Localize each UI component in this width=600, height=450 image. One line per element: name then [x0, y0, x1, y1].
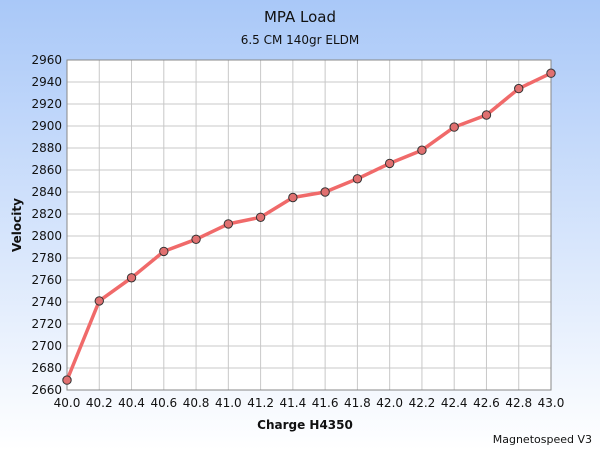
data-point	[449, 122, 459, 132]
chart-subtitle: 6.5 CM 140gr ELDM	[240, 33, 360, 47]
x-tick-label: 42.0	[376, 396, 403, 410]
x-tick-label: 43.0	[538, 396, 565, 410]
y-tick-label: 2660	[31, 383, 62, 397]
data-point	[288, 192, 298, 203]
x-tick-label: 41.4	[280, 396, 307, 410]
data-point	[255, 212, 266, 223]
plot-border	[66, 59, 552, 391]
series-line	[65, 71, 553, 382]
x-tick-label: 42.6	[473, 396, 500, 410]
x-tick-label: 41.6	[312, 396, 339, 410]
y-tick-label: 2920	[31, 97, 62, 111]
y-tick-label: 2880	[31, 141, 62, 155]
y-tick-label: 2820	[31, 207, 62, 221]
y-tick-label: 2960	[31, 53, 62, 67]
data-point	[223, 219, 234, 229]
y-tick-label: 2760	[31, 273, 62, 287]
x-axis-label: Charge H4350	[257, 418, 353, 432]
x-tick-label: 42.8	[505, 396, 532, 410]
y-tick-label: 2940	[31, 75, 62, 89]
y-tick-label: 2900	[31, 119, 62, 133]
y-tick-label: 2740	[31, 295, 62, 309]
y-tick-label: 2700	[31, 339, 62, 353]
x-tick-label: 41.2	[247, 396, 274, 410]
data-point	[384, 158, 395, 169]
x-tick-label: 40.4	[118, 396, 145, 410]
data-point	[94, 296, 104, 306]
y-tick-label: 2800	[31, 229, 62, 243]
data-point	[546, 68, 556, 78]
data-point	[352, 174, 363, 184]
x-tick-label: 40.6	[150, 396, 177, 410]
data-point	[62, 375, 72, 385]
y-tick-label: 2840	[31, 185, 62, 199]
plot-area	[67, 60, 551, 390]
x-tick-label: 41.8	[344, 396, 371, 410]
data-point	[320, 187, 330, 197]
x-tick-label: 40.0	[54, 396, 81, 410]
footer-note: Magnetospeed V3	[492, 433, 592, 446]
data-point	[191, 234, 201, 245]
x-tick-label: 40.8	[183, 396, 210, 410]
data-point	[481, 110, 492, 120]
data-point	[514, 83, 524, 94]
chart-title: MPA Load	[263, 8, 337, 26]
x-tick-label: 41.0	[215, 396, 242, 410]
y-tick-label: 2860	[31, 163, 62, 177]
x-tick-label: 42.2	[409, 396, 436, 410]
data-point	[417, 145, 427, 155]
data-point	[126, 273, 137, 283]
y-tick-label: 2780	[31, 251, 62, 265]
y-tick-label: 2680	[31, 361, 62, 375]
data-point	[159, 246, 169, 257]
x-tick-label: 42.4	[441, 396, 468, 410]
y-tick-label: 2720	[31, 317, 62, 331]
x-tick-label: 40.2	[86, 396, 113, 410]
